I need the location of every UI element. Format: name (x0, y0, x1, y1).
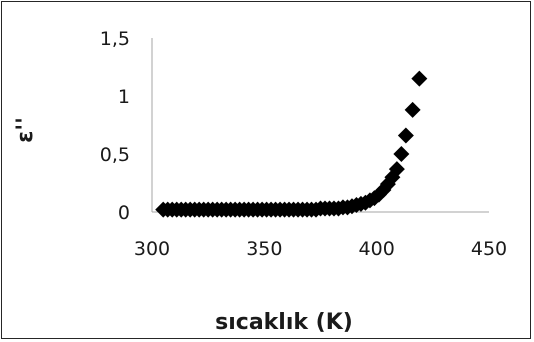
x-axis-title: sıcaklık (K) (215, 310, 353, 335)
data-point (411, 70, 428, 87)
y-axis: 0 0,5 1 1,5 (100, 28, 153, 224)
y-tick-label: 1,5 (100, 28, 130, 50)
x-tick-label: 350 (246, 238, 282, 260)
y-tick-label: 0 (118, 202, 130, 224)
x-tick-label: 400 (359, 238, 395, 260)
x-axis: 300 350 400 450 (134, 211, 507, 260)
data-point (404, 101, 421, 118)
y-tick-label: 1 (118, 86, 130, 108)
data-point (397, 127, 414, 144)
data-series (155, 70, 428, 218)
data-point (393, 146, 410, 162)
x-tick-label: 300 (134, 238, 170, 260)
x-tick-label: 450 (471, 238, 507, 260)
y-axis-title: ε'' (13, 117, 38, 143)
y-tick-label: 0,5 (100, 144, 130, 166)
data-point (388, 161, 405, 178)
